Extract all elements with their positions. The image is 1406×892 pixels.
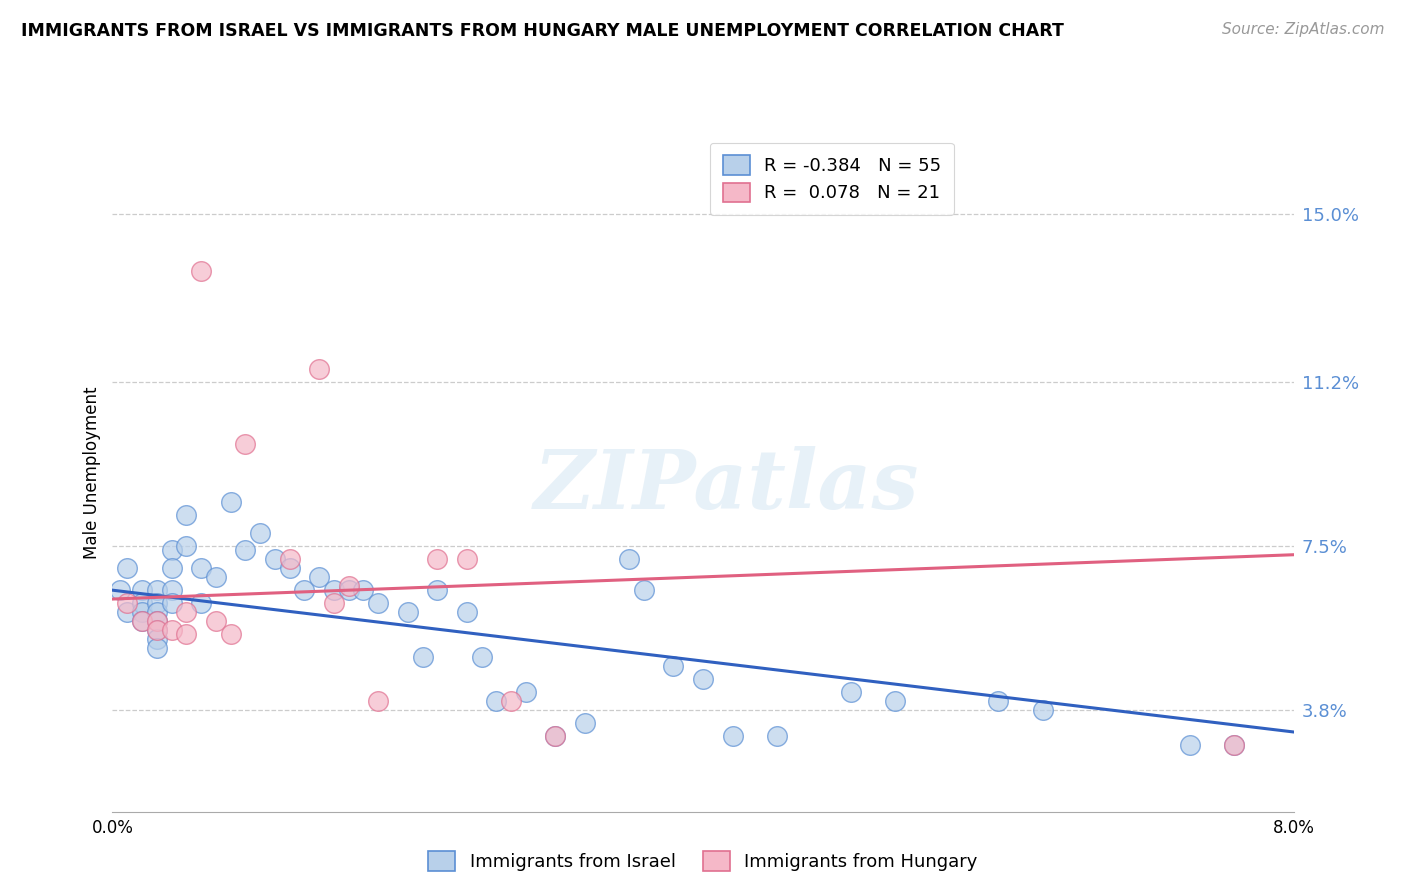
Point bbox=[471, 649, 494, 664]
Point bbox=[884, 694, 907, 708]
Point bbox=[396, 605, 419, 619]
Point bbox=[1032, 703, 1054, 717]
Point bbox=[278, 561, 301, 575]
Text: IMMIGRANTS FROM ISRAEL VS IMMIGRANTS FROM HUNGARY MALE UNEMPLOYMENT CORRELATION : IMMIGRANTS FROM ISRAEL VS IMMIGRANTS FRO… bbox=[21, 22, 1064, 40]
Point bbox=[249, 525, 271, 540]
Point bbox=[146, 614, 169, 628]
Point bbox=[190, 264, 212, 278]
Point bbox=[692, 672, 714, 686]
Point bbox=[131, 605, 153, 619]
Point bbox=[131, 597, 153, 611]
Point bbox=[160, 543, 183, 558]
Point bbox=[308, 361, 330, 376]
Point bbox=[219, 494, 242, 508]
Point bbox=[1223, 738, 1246, 752]
Point bbox=[131, 614, 153, 628]
Point bbox=[1178, 738, 1201, 752]
Point bbox=[292, 583, 315, 598]
Point bbox=[352, 583, 374, 598]
Point bbox=[146, 623, 169, 637]
Point bbox=[721, 730, 744, 744]
Text: ZIPatlas: ZIPatlas bbox=[534, 446, 920, 526]
Point bbox=[337, 583, 360, 598]
Point bbox=[574, 716, 596, 731]
Point bbox=[117, 605, 138, 619]
Point bbox=[174, 539, 197, 553]
Point bbox=[337, 579, 360, 593]
Point bbox=[205, 570, 228, 584]
Point bbox=[426, 583, 449, 598]
Point bbox=[146, 605, 169, 619]
Point bbox=[278, 552, 301, 566]
Point bbox=[146, 640, 169, 655]
Point bbox=[515, 685, 537, 699]
Point bbox=[146, 597, 169, 611]
Point bbox=[233, 437, 256, 451]
Point bbox=[131, 583, 153, 598]
Point bbox=[367, 694, 389, 708]
Point bbox=[501, 694, 523, 708]
Legend: R = -0.384   N = 55, R =  0.078   N = 21: R = -0.384 N = 55, R = 0.078 N = 21 bbox=[710, 143, 953, 215]
Point bbox=[160, 583, 183, 598]
Point bbox=[544, 730, 567, 744]
Point bbox=[146, 583, 169, 598]
Point bbox=[426, 552, 449, 566]
Point bbox=[323, 583, 346, 598]
Point bbox=[131, 614, 153, 628]
Point bbox=[456, 552, 478, 566]
Point bbox=[987, 694, 1010, 708]
Point bbox=[765, 730, 787, 744]
Point bbox=[160, 561, 183, 575]
Point bbox=[117, 561, 138, 575]
Point bbox=[839, 685, 862, 699]
Point bbox=[174, 627, 197, 641]
Point bbox=[174, 508, 197, 522]
Point bbox=[367, 597, 389, 611]
Point bbox=[146, 614, 169, 628]
Point bbox=[1223, 738, 1246, 752]
Point bbox=[117, 597, 138, 611]
Point bbox=[205, 614, 228, 628]
Point bbox=[264, 552, 287, 566]
Point bbox=[308, 570, 330, 584]
Point bbox=[146, 623, 169, 637]
Y-axis label: Male Unemployment: Male Unemployment bbox=[83, 386, 101, 559]
Point bbox=[456, 605, 478, 619]
Text: Source: ZipAtlas.com: Source: ZipAtlas.com bbox=[1222, 22, 1385, 37]
Point bbox=[219, 627, 242, 641]
Point bbox=[146, 632, 169, 646]
Point bbox=[412, 649, 434, 664]
Point bbox=[160, 623, 183, 637]
Point bbox=[485, 694, 508, 708]
Point bbox=[190, 561, 212, 575]
Point bbox=[174, 605, 197, 619]
Point bbox=[633, 583, 655, 598]
Point bbox=[160, 597, 183, 611]
Point bbox=[662, 658, 685, 673]
Legend: Immigrants from Israel, Immigrants from Hungary: Immigrants from Israel, Immigrants from … bbox=[420, 844, 986, 879]
Point bbox=[323, 597, 346, 611]
Point bbox=[619, 552, 641, 566]
Point bbox=[544, 730, 567, 744]
Point bbox=[108, 583, 131, 598]
Point bbox=[233, 543, 256, 558]
Point bbox=[190, 597, 212, 611]
